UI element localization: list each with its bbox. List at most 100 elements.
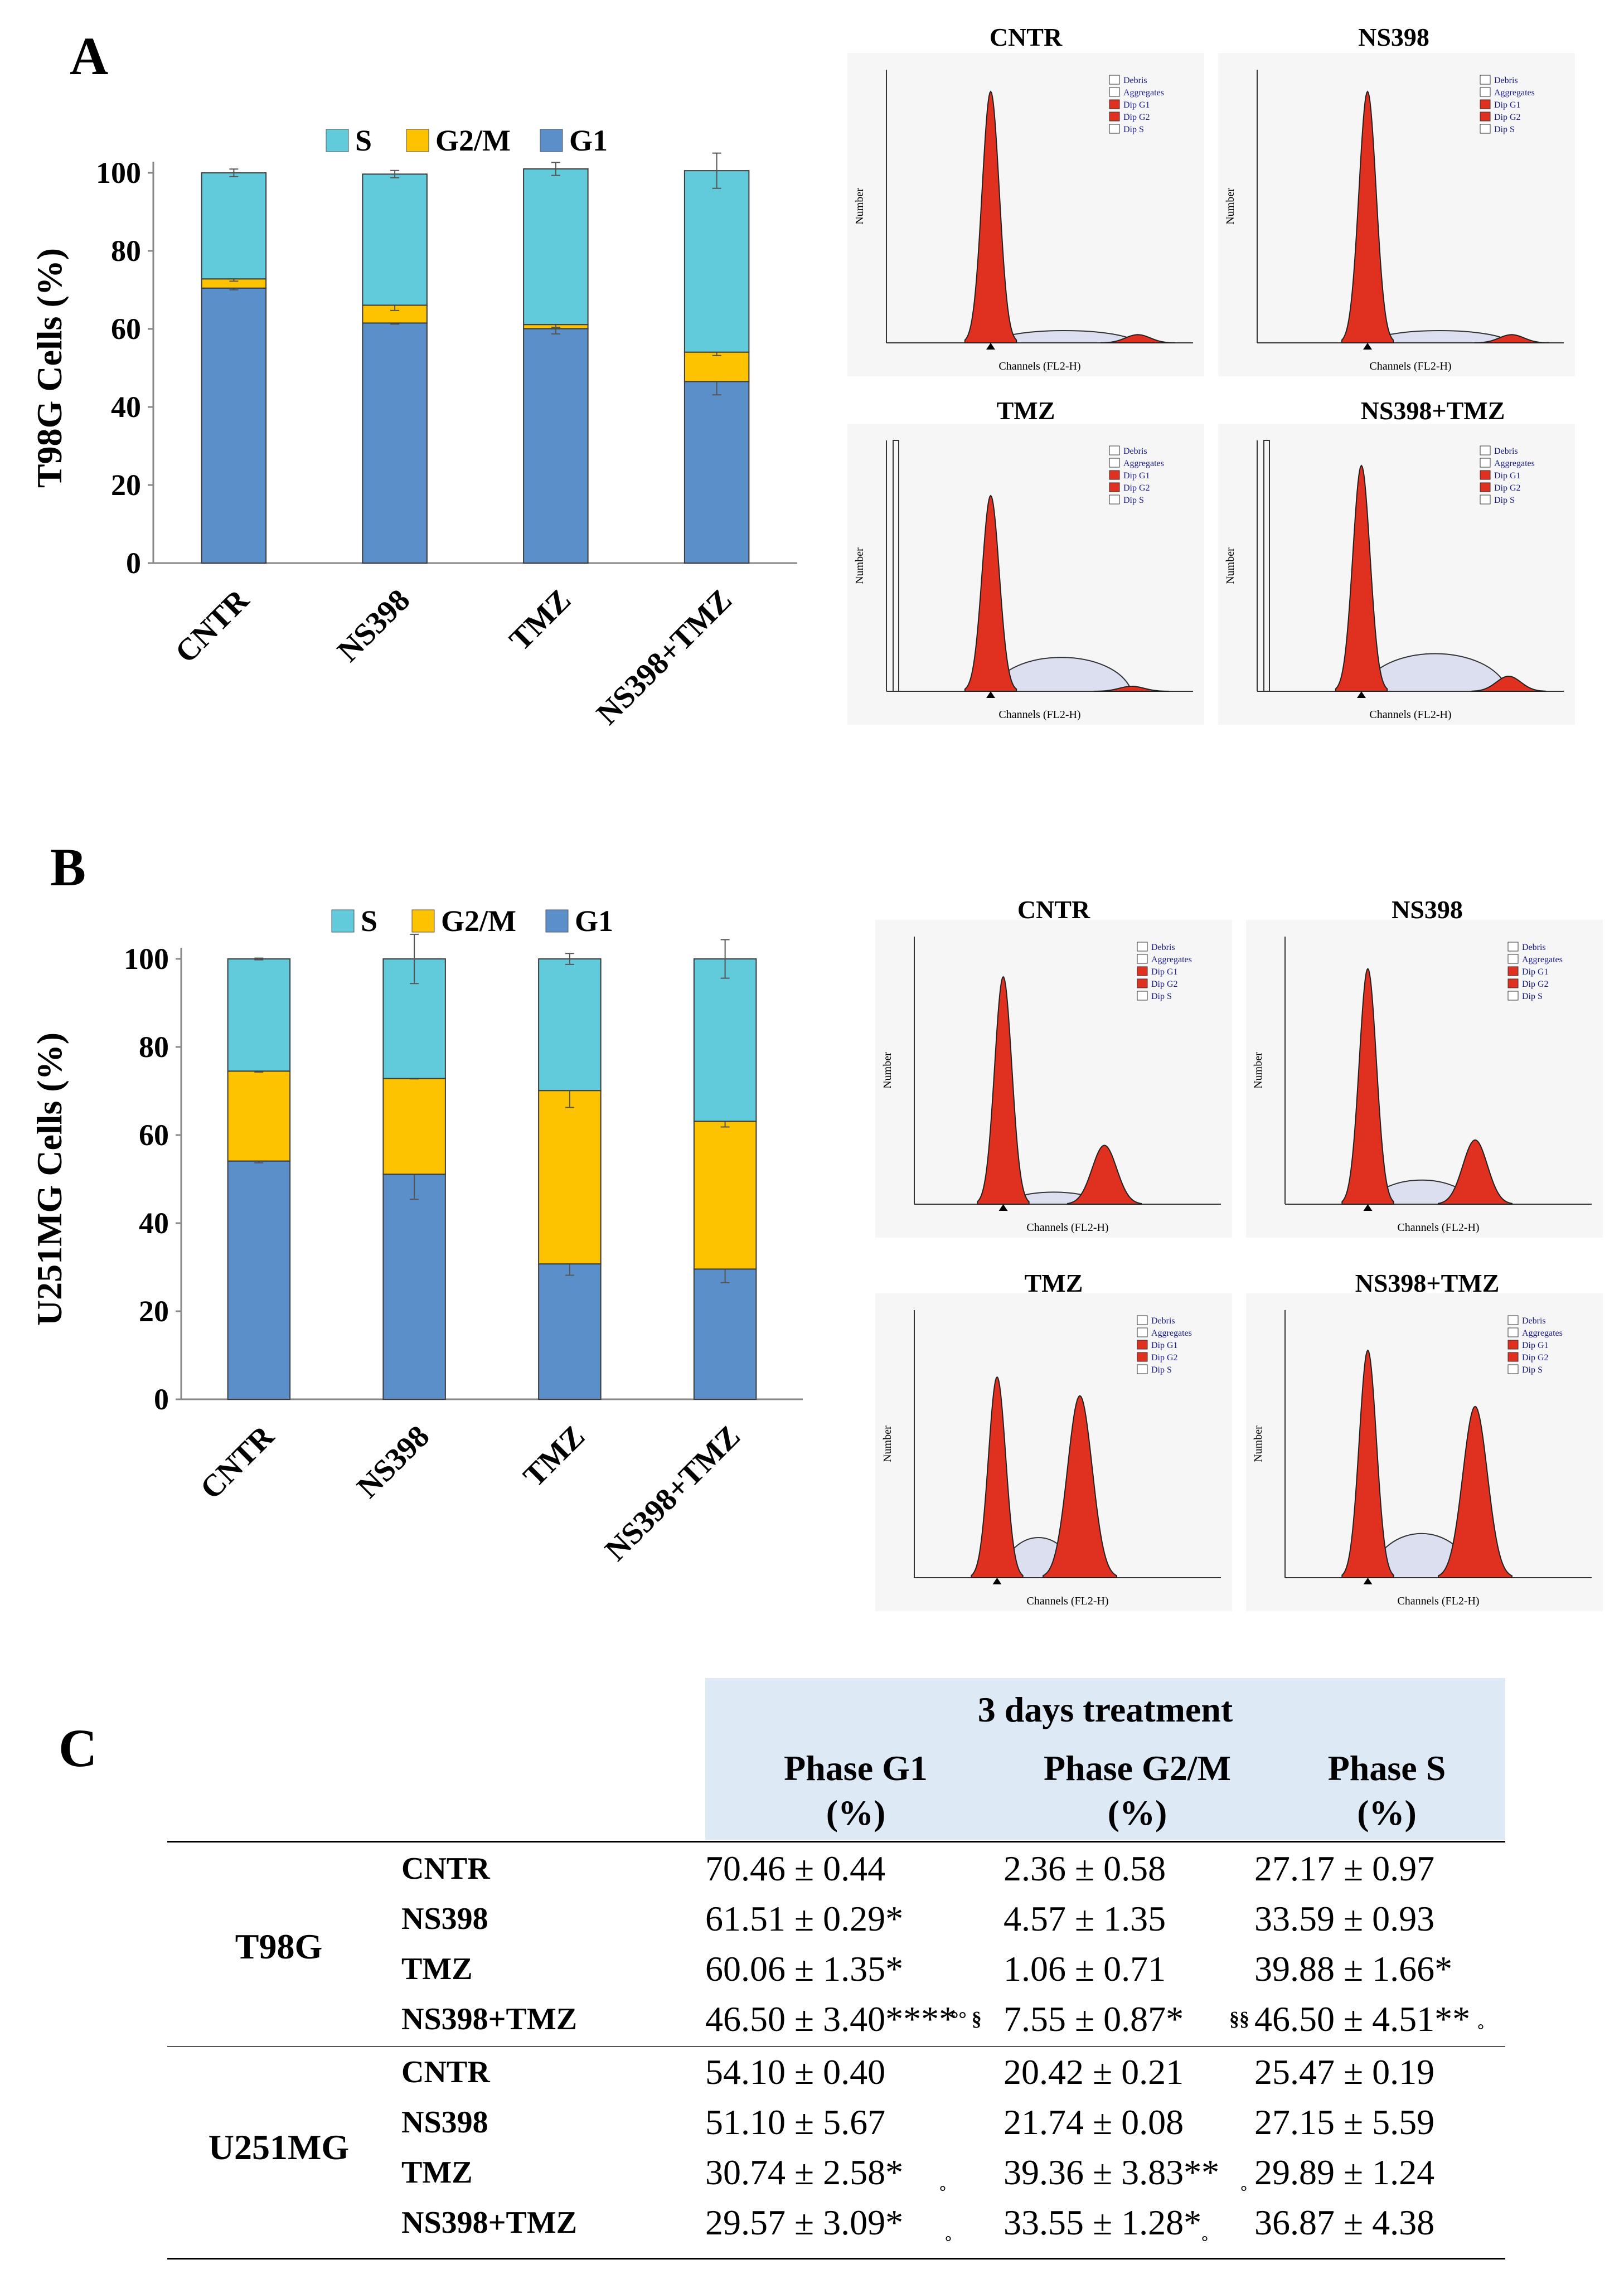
flow-legend-swatch bbox=[1137, 1340, 1148, 1350]
flow-legend-swatch bbox=[1480, 87, 1491, 97]
flow-legend-label: Dip G1 bbox=[1123, 100, 1150, 110]
bar-segment-g2m bbox=[227, 1070, 291, 1162]
flow-legend-swatch bbox=[1507, 991, 1519, 1001]
y-tick-label: 80 bbox=[139, 1030, 169, 1064]
flow-legend-swatch bbox=[1480, 445, 1491, 455]
legend-swatch bbox=[406, 129, 429, 152]
flow-histogram-b-tmz: Channels (FL2-H) Number Debris Aggregates Di… bbox=[875, 1293, 1232, 1611]
g1-peak bbox=[1341, 90, 1394, 343]
col-header-s-unit: (%) bbox=[1357, 1793, 1417, 1832]
flow-legend-swatch bbox=[1507, 1364, 1519, 1374]
flow-legend-label: Debris bbox=[1522, 1316, 1546, 1326]
y-axis-label: U251MG Cells (%) bbox=[30, 1032, 69, 1326]
flow-legend-swatch bbox=[1109, 470, 1120, 480]
peak-marker bbox=[986, 691, 995, 698]
table-rule-top bbox=[167, 1841, 1505, 1843]
significance-mark: ° bbox=[1240, 2183, 1247, 2201]
col-header-g1-unit: (%) bbox=[826, 1793, 886, 1832]
histogram-background bbox=[847, 53, 1204, 376]
flow-legend-swatch bbox=[1507, 966, 1519, 976]
flow-legend-label: Debris bbox=[1123, 76, 1147, 85]
peak-marker bbox=[998, 1204, 1008, 1211]
y-tick-label: 0 bbox=[126, 546, 141, 580]
legend-swatch bbox=[331, 909, 355, 933]
bar-segment-g1 bbox=[227, 1160, 291, 1400]
flow-histogram-b-ns398: Channels (FL2-H) Number Debris Aggregates Di… bbox=[1246, 920, 1603, 1238]
flow-legend-swatch bbox=[1480, 99, 1491, 109]
y-axis-label: T98G Cells (%) bbox=[30, 248, 69, 488]
table-cell: 20.42 ± 0.21 bbox=[1004, 2052, 1184, 2092]
col-header-s: Phase S bbox=[1327, 1748, 1446, 1788]
significance-mark: ° bbox=[945, 2233, 952, 2251]
flow-legend-label: Dip G2 bbox=[1522, 1353, 1549, 1363]
col-header-g1: Phase G1 bbox=[784, 1748, 928, 1788]
bar-segment-s bbox=[362, 173, 428, 306]
flow-y-label: Number bbox=[1224, 547, 1237, 584]
g2-peak bbox=[1474, 334, 1549, 343]
flow-legend-label: Debris bbox=[1123, 447, 1147, 456]
flow-legend-swatch bbox=[1137, 1327, 1148, 1337]
flow-title-b-ns398-tmz: NS398+TMZ bbox=[1355, 1269, 1500, 1297]
g2-peak bbox=[1101, 334, 1175, 343]
y-tick-label: 100 bbox=[96, 156, 141, 190]
bar-segment-g1 bbox=[523, 328, 589, 564]
legend-label: S bbox=[361, 904, 377, 938]
flow-legend-swatch bbox=[1480, 482, 1491, 492]
table-cell: 27.17 ± 0.97 bbox=[1254, 1849, 1435, 1888]
stacked-bar-chart-t98g: 0 20 40 60 80 100 T98G Cells (%) CNTR NS398 TMZ NS… bbox=[30, 124, 797, 731]
g1-peak bbox=[971, 1376, 1024, 1578]
flow-legend-label: Dip G1 bbox=[1151, 1341, 1178, 1350]
flow-histogram-a-ns398-tmz: Channels (FL2-H) Number Debris Aggregates Di… bbox=[1218, 424, 1575, 725]
flow-histogram-b-cntr: Channels (FL2-H) Number Debris Aggregates Di… bbox=[875, 920, 1232, 1238]
peak-marker bbox=[992, 1578, 1002, 1584]
table-cell: 46.50 ± 3.40**** bbox=[705, 1999, 957, 2039]
table-cell: 33.55 ± 1.28* bbox=[1004, 2203, 1202, 2242]
flow-legend-swatch bbox=[1507, 1327, 1519, 1337]
flow-legend-label: Debris bbox=[1494, 447, 1518, 456]
histogram-background bbox=[1218, 53, 1575, 376]
flow-legend-label: Dip G2 bbox=[1151, 980, 1178, 989]
flow-legend-label: Dip S bbox=[1522, 1365, 1543, 1375]
legend-swatch bbox=[540, 129, 563, 152]
flow-legend-label: Aggregates bbox=[1151, 955, 1192, 964]
flow-legend-label: Dip S bbox=[1522, 992, 1543, 1001]
y-tick-label: 40 bbox=[111, 390, 141, 424]
y-tick-label: 100 bbox=[124, 942, 169, 976]
flow-legend-label: Dip G2 bbox=[1151, 1353, 1178, 1363]
flow-legend-swatch bbox=[1109, 75, 1120, 85]
flow-legend-swatch bbox=[1137, 966, 1148, 976]
peak-marker bbox=[1363, 343, 1372, 350]
group-label-t98g: T98G bbox=[235, 1927, 323, 1966]
flow-legend-swatch bbox=[1109, 494, 1120, 505]
table-cell: 54.10 ± 0.40 bbox=[705, 2052, 886, 2092]
flow-legend-swatch bbox=[1480, 75, 1491, 85]
col-header-g2m: Phase G2/M bbox=[1044, 1748, 1231, 1788]
panel-letter-b: B bbox=[50, 837, 86, 897]
flow-legend-swatch bbox=[1137, 991, 1148, 1001]
flow-legend-label: Dip G2 bbox=[1494, 483, 1521, 493]
flow-legend-label: Aggregates bbox=[1494, 459, 1535, 468]
y-tick-label: 60 bbox=[139, 1118, 169, 1152]
table-cell: 21.74 ± 0.08 bbox=[1004, 2102, 1184, 2142]
flow-histogram-a-tmz: Channels (FL2-H) Number Debris Aggregates Di… bbox=[847, 424, 1204, 725]
flow-legend-label: Dip S bbox=[1123, 125, 1144, 134]
flow-histogram-a-cntr: Channels (FL2-H) Number Debris Aggregates Di… bbox=[847, 53, 1204, 376]
x-tick-label: TMZ bbox=[517, 1419, 592, 1494]
flow-legend-swatch bbox=[1480, 111, 1491, 122]
legend-label: G1 bbox=[569, 124, 608, 157]
cell-cycle-table: 3 days treatment Phase G1 (%) Phase G2/M… bbox=[167, 1678, 1505, 2269]
significance-mark: °° § bbox=[951, 2008, 982, 2030]
legend-label: G2/M bbox=[435, 124, 511, 157]
flow-legend-swatch bbox=[1137, 942, 1148, 952]
significance-mark: ° bbox=[1201, 2233, 1208, 2251]
flow-legend-swatch bbox=[1507, 1352, 1519, 1362]
flow-x-label: Channels (FL2-H) bbox=[1397, 1221, 1479, 1234]
flow-y-label: Number bbox=[1252, 1426, 1264, 1462]
table-cell: 51.10 ± 5.67 bbox=[705, 2102, 886, 2142]
flow-legend-label: Dip G1 bbox=[1494, 471, 1521, 481]
flow-x-label: Channels (FL2-H) bbox=[1369, 709, 1451, 721]
flow-legend-label: Debris bbox=[1522, 943, 1546, 952]
flow-legend-label: Dip G2 bbox=[1123, 483, 1150, 493]
g2-peak bbox=[1067, 1145, 1142, 1205]
y-tick-label: 0 bbox=[154, 1383, 169, 1416]
